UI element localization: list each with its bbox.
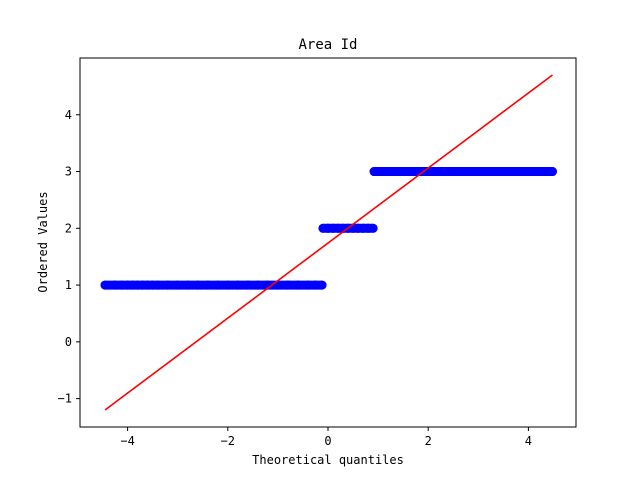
data-point [463,167,473,177]
y-tick-label: 4 [65,108,72,122]
data-point [163,280,173,290]
data-point [501,167,511,177]
data-point [153,280,163,290]
data-point [493,167,503,177]
x-tick-label: 4 [525,434,532,448]
y-tick-label: 0 [65,335,72,349]
data-point [508,167,518,177]
data-point [193,280,203,290]
y-tick-label: 2 [65,221,72,235]
data-point [529,167,539,177]
data-point [473,167,483,177]
data-point [403,167,413,177]
x-tick-label: −2 [221,434,235,448]
data-point [453,167,463,177]
data-point [253,280,263,290]
y-tick-label: 1 [65,278,72,292]
x-tick-label: 0 [324,434,331,448]
data-point [203,280,213,290]
y-axis-label: Ordered Values [36,191,50,292]
data-point [443,167,453,177]
plot-marks [100,74,557,411]
data-point [100,280,110,290]
y-tick-label: −1 [58,392,72,406]
data-point [173,280,183,290]
data-point [433,167,443,177]
x-tick-label: −4 [120,434,134,448]
data-point [223,280,233,290]
data-point [303,280,313,290]
reference-line [104,74,553,411]
data-point [383,167,393,177]
data-point [243,280,253,290]
data-point [273,280,283,290]
data-point [213,280,223,290]
x-tick-label: 2 [425,434,432,448]
data-point [317,280,327,290]
data-point [516,167,526,177]
data-point [283,280,293,290]
data-point [368,223,378,233]
data-point [183,280,193,290]
data-point [233,280,243,290]
x-axis-label: Theoretical quantiles [252,453,404,467]
y-tick-label: 3 [65,165,72,179]
data-point [536,167,546,177]
data-point [393,167,403,177]
data-point [310,280,320,290]
chart-title: Area Id [298,37,357,53]
data-point [547,167,557,177]
data-point [110,280,120,290]
x-axis-ticks: −4 −2 0 2 4 [120,427,532,448]
y-axis-ticks: −1 0 1 2 3 4 [58,108,80,406]
data-point [373,167,383,177]
data-point [293,280,303,290]
data-point [483,167,493,177]
